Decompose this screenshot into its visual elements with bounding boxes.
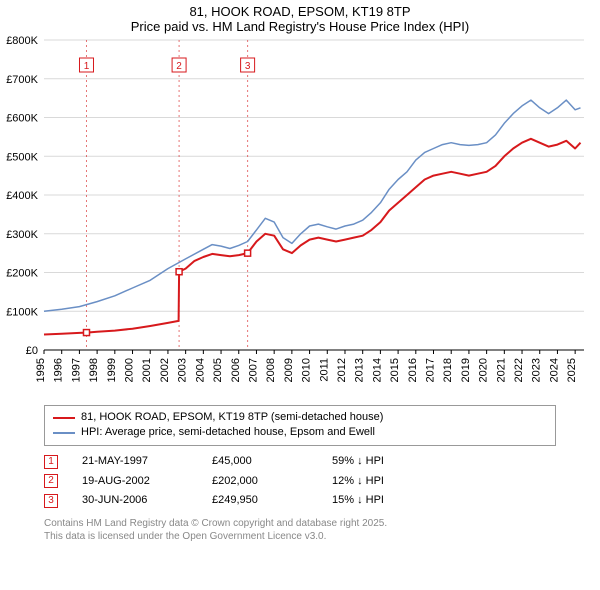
title-line-1: 81, HOOK ROAD, EPSOM, KT19 8TP <box>0 4 600 19</box>
svg-text:£100K: £100K <box>6 306 38 318</box>
sale-date-1: 21-MAY-1997 <box>82 452 212 472</box>
legend-swatch-price-paid <box>53 417 75 419</box>
sale-price-2: £202,000 <box>212 472 332 492</box>
title-block: 81, HOOK ROAD, EPSOM, KT19 8TP Price pai… <box>0 0 600 36</box>
sale-delta-2: 12% ↓ HPI <box>332 472 384 492</box>
legend-item-price-paid: 81, HOOK ROAD, EPSOM, KT19 8TP (semi-det… <box>53 410 547 425</box>
svg-text:£700K: £700K <box>6 74 38 86</box>
svg-text:2003: 2003 <box>177 358 189 382</box>
title-line-2: Price paid vs. HM Land Registry's House … <box>0 19 600 34</box>
svg-text:2021: 2021 <box>495 358 507 382</box>
svg-text:2011: 2011 <box>318 358 330 382</box>
svg-text:1998: 1998 <box>88 358 100 382</box>
sales-table: 1 21-MAY-1997 £45,000 59% ↓ HPI 2 19-AUG… <box>44 452 556 511</box>
footer-line-1: Contains HM Land Registry data © Crown c… <box>44 517 556 530</box>
legend-label-hpi: HPI: Average price, semi-detached house,… <box>81 425 375 440</box>
svg-text:2024: 2024 <box>548 358 560 382</box>
svg-text:£500K: £500K <box>6 151 38 163</box>
svg-text:£0: £0 <box>26 345 38 357</box>
legend-label-price-paid: 81, HOOK ROAD, EPSOM, KT19 8TP (semi-det… <box>81 410 383 425</box>
svg-text:2005: 2005 <box>212 358 224 382</box>
legend-item-hpi: HPI: Average price, semi-detached house,… <box>53 425 547 440</box>
svg-text:2000: 2000 <box>124 358 136 382</box>
svg-text:2025: 2025 <box>566 358 578 382</box>
svg-text:£300K: £300K <box>6 229 38 241</box>
svg-text:2004: 2004 <box>194 358 206 382</box>
svg-text:2015: 2015 <box>389 358 401 382</box>
svg-text:£400K: £400K <box>6 190 38 202</box>
svg-text:2014: 2014 <box>371 358 383 382</box>
sale-marker-1: 1 <box>44 455 58 469</box>
sale-delta-1: 59% ↓ HPI <box>332 452 384 472</box>
sales-row: 3 30-JUN-2006 £249,950 15% ↓ HPI <box>44 491 556 511</box>
chart-plot: £0 £100K £200K £300K £400K £500K £600K £700K £80… <box>0 36 600 401</box>
svg-text:2020: 2020 <box>478 358 490 382</box>
sale-date-2: 19-AUG-2002 <box>82 472 212 492</box>
svg-text:2002: 2002 <box>159 358 171 382</box>
svg-text:2: 2 <box>176 61 182 72</box>
legend-swatch-hpi <box>53 432 75 434</box>
svg-text:2006: 2006 <box>230 358 242 382</box>
sales-row: 1 21-MAY-1997 £45,000 59% ↓ HPI <box>44 452 556 472</box>
svg-text:2008: 2008 <box>265 358 277 382</box>
svg-text:1995: 1995 <box>35 358 47 382</box>
svg-text:2007: 2007 <box>247 358 259 382</box>
svg-text:£200K: £200K <box>6 268 38 280</box>
svg-text:2001: 2001 <box>141 358 153 382</box>
sale-marker-2: 2 <box>44 474 58 488</box>
svg-text:2023: 2023 <box>531 358 543 382</box>
svg-text:2012: 2012 <box>336 358 348 382</box>
sale-price-3: £249,950 <box>212 491 332 511</box>
sale-date-3: 30-JUN-2006 <box>82 491 212 511</box>
svg-text:2016: 2016 <box>407 358 419 382</box>
svg-text:2022: 2022 <box>513 358 525 382</box>
footer-line-2: This data is licensed under the Open Gov… <box>44 530 556 543</box>
svg-text:1999: 1999 <box>106 358 118 382</box>
sale-delta-3: 15% ↓ HPI <box>332 491 384 511</box>
svg-text:3: 3 <box>245 61 251 72</box>
sales-row: 2 19-AUG-2002 £202,000 12% ↓ HPI <box>44 472 556 492</box>
svg-text:2010: 2010 <box>301 358 313 382</box>
footer: Contains HM Land Registry data © Crown c… <box>44 517 556 543</box>
svg-text:1: 1 <box>84 61 90 72</box>
legend: 81, HOOK ROAD, EPSOM, KT19 8TP (semi-det… <box>44 405 556 446</box>
svg-text:£800K: £800K <box>6 36 38 47</box>
svg-text:2018: 2018 <box>442 358 454 382</box>
sale-marker-3: 3 <box>44 494 58 508</box>
svg-text:1997: 1997 <box>70 358 82 382</box>
svg-text:1996: 1996 <box>53 358 65 382</box>
svg-text:2013: 2013 <box>354 358 366 382</box>
chart-container: 81, HOOK ROAD, EPSOM, KT19 8TP Price pai… <box>0 0 600 590</box>
svg-text:2017: 2017 <box>425 358 437 382</box>
chart-svg: £0 £100K £200K £300K £400K £500K £600K £700K £80… <box>0 36 600 396</box>
svg-text:£600K: £600K <box>6 113 38 125</box>
svg-text:2019: 2019 <box>460 358 472 382</box>
svg-text:2009: 2009 <box>283 358 295 382</box>
sale-price-1: £45,000 <box>212 452 332 472</box>
